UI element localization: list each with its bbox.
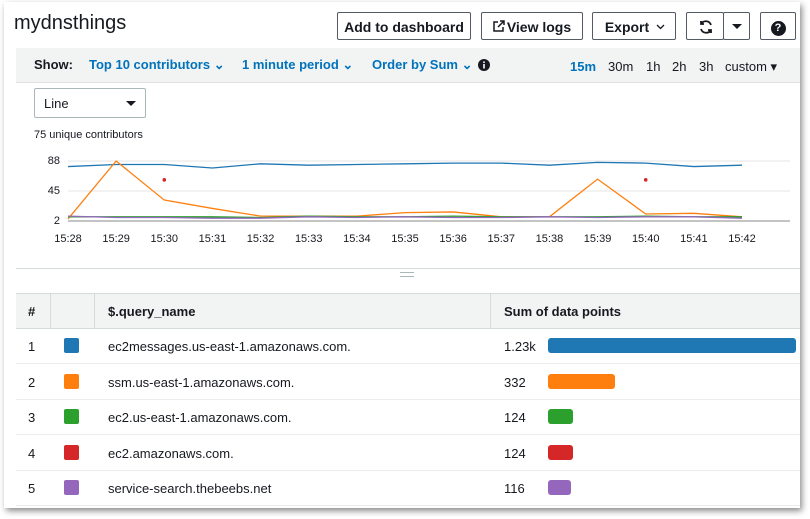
chart: 2 45 88 15:28 15:29 15:30 15:31 15:32 15:33 15:34… [48,155,790,245]
x-tick-label: 15:29 [102,233,130,245]
series-line [67,161,743,169]
sum-bar [548,444,573,460]
x-tick-label: 15:38 [536,233,564,245]
filter-label: Order by Sum [372,57,458,72]
filter-label: Top 10 contributors [89,57,211,72]
x-tick-label: 15:37 [488,233,516,245]
x-tick-label: 15:34 [343,233,371,245]
data-point [643,178,648,182]
name-cell: ec2.us-east-1.amazonaws.com. [108,410,292,425]
filter[interactable]: Order by Sum ⌄ [372,57,473,72]
color-swatch [64,373,79,389]
sum-cell: 116 [504,481,525,496]
help-button[interactable]: ? [760,12,796,40]
series-line [67,215,743,219]
x-tick-label: 15:35 [391,233,419,245]
resize-handle[interactable] [400,272,414,277]
filter-label: 1 minute period [242,57,339,72]
header-cell: $.query_name [108,304,196,319]
caret [126,101,136,106]
color-swatch [64,338,79,353]
external-icon [493,20,505,32]
x-tick-label: 15:32 [247,233,275,245]
rank-cell: 2 [28,374,36,390]
table-row: 3 ec2.us-east-1.amazonaws.com. 124 [16,399,800,435]
contributors-note: 75 unique contributors [34,129,143,141]
time-range[interactable]: 15m [570,59,597,74]
sum-bar [548,409,573,424]
caret: ▾ [766,59,778,74]
time-range[interactable]: 3h [699,59,714,74]
name-cell: ssm.us-east-1.amazonaws.com. [108,374,295,390]
y-tick-label: 2 [54,215,60,227]
rank-cell: 5 [28,481,36,496]
time-range[interactable]: 1h [646,59,661,74]
x-tick-label: 15:39 [584,233,612,245]
filter[interactable]: Top 10 contributors ⌄ [89,57,225,72]
y-tick-label: 88 [48,155,60,167]
x-tick-label: 15:31 [199,233,227,245]
x-tick-label: 15:28 [54,233,82,245]
data-point [162,178,167,182]
time-range[interactable]: 30m [608,59,634,74]
x-tick-label: 15:41 [680,233,708,245]
x-tick-label: 15:40 [632,233,660,245]
table-row: 4 ec2.amazonaws.com. 124 [16,435,800,471]
panel: mydnsthings Add to dashboard View logs E… [4,2,800,508]
name-cell: ec2.amazonaws.com. [108,445,234,461]
select-value: Line [44,96,69,111]
rank-cell: 1 [28,339,36,354]
sum-cell: 332 [504,374,526,390]
sum-bar [548,480,572,495]
series-line [67,160,743,220]
x-tick-label: 15:42 [728,233,756,245]
header-cell: Sum of data points [504,304,621,319]
table-row: 2 ssm.us-east-1.amazonaws.com. 332 [16,364,800,400]
y-tick-label: 45 [48,185,60,197]
refresh-button[interactable] [686,12,724,40]
sum-bar [548,338,796,353]
button-label: View logs [506,19,572,35]
button-label: Export [604,19,650,35]
refresh-icon [700,20,712,34]
show-label: Show: [34,57,73,72]
column-divider [50,294,51,328]
page-title: mydnsthings [14,12,127,34]
time-range[interactable]: 2h [672,59,687,74]
color-swatch [64,444,79,460]
column-divider [490,294,491,328]
rank-cell: 3 [28,410,36,425]
help-icon: ? [770,20,786,36]
toolbar: Show: Top 10 contributors ⌄ 1 minute per… [16,48,800,83]
refresh-menu[interactable] [723,12,750,40]
table-header: # $.query_name Sum of data points [16,293,800,329]
divider [16,268,800,269]
button[interactable]: View logs [481,12,583,40]
sum-cell: 1.23k [504,339,536,354]
x-tick-label: 15:36 [439,233,467,245]
name-cell: service-search.thebeebs.net [108,481,272,496]
time-range[interactable]: custom ▾ [725,59,778,74]
name-cell: ec2messages.us-east-1.amazonaws.com. [108,339,351,354]
info-icon [478,59,490,71]
color-swatch [64,409,79,424]
x-tick-label: 15:33 [295,233,323,245]
sum-bar [548,373,615,389]
filter[interactable]: 1 minute period ⌄ [242,57,354,72]
sum-cell: 124 [504,410,526,425]
caret [656,24,665,30]
x-tick-label: 15:30 [151,233,179,245]
color-swatch [64,480,79,495]
view-select[interactable]: Line [34,88,146,118]
caret [732,24,742,29]
rank-cell: 4 [28,445,36,461]
sum-cell: 124 [504,445,526,461]
column-divider [94,294,95,328]
button[interactable]: Export [592,12,676,40]
table-row: 1 ec2messages.us-east-1.amazonaws.com. 1.2… [16,328,800,364]
button[interactable]: Add to dashboard [337,12,471,40]
table-row: 5 service-search.thebeebs.net 116 [16,470,800,506]
header-cell: # [28,304,36,319]
